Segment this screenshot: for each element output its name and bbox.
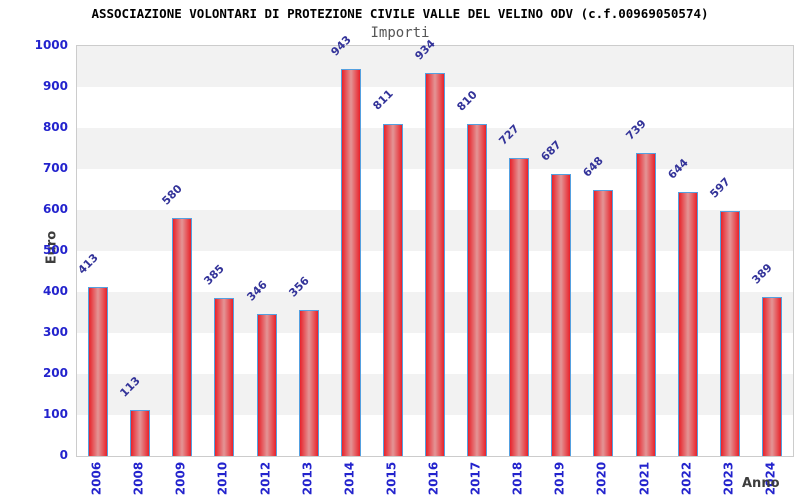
bar-2012 (256, 314, 277, 456)
x-tick-label-2021: 2021 (637, 461, 652, 496)
x-tick-label-2012: 2012 (258, 461, 273, 496)
x-tick-label-2010: 2010 (215, 461, 230, 496)
x-tick-label-2022: 2022 (679, 461, 694, 496)
y-tick-label: 1000 (34, 38, 68, 52)
y-tick-label: 400 (42, 284, 68, 298)
bar-2019 (551, 174, 572, 456)
bar-2014 (340, 69, 361, 456)
x-tick-label-2020: 2020 (594, 461, 609, 496)
y-tick-label: 300 (42, 325, 68, 339)
bar-2016 (425, 73, 445, 456)
bar-2021 (635, 153, 656, 456)
y-tick-label: 0 (59, 448, 68, 462)
bar-2013 (298, 310, 319, 456)
x-tick-label-2023: 2023 (721, 461, 736, 496)
bar-2018 (509, 157, 530, 456)
x-tick-label-2018: 2018 (510, 461, 525, 496)
x-tick-label-2006: 2006 (89, 461, 104, 496)
bar-2023 (719, 211, 740, 456)
x-tick-label-2009: 2009 (173, 461, 188, 496)
y-tick-label: 700 (42, 161, 68, 175)
x-tick-label-2015: 2015 (384, 461, 399, 496)
bar-2017 (467, 123, 488, 456)
bar-2008 (130, 409, 151, 456)
y-tick-label: 200 (42, 366, 68, 380)
bar-2006 (88, 286, 109, 456)
x-tick-label-2013: 2013 (300, 461, 315, 496)
bar-2024 (761, 296, 782, 456)
y-tick-label: 900 (42, 79, 68, 93)
x-tick-label-2019: 2019 (552, 461, 567, 496)
x-tick-label-2016: 2016 (426, 461, 441, 496)
y-tick-label: 100 (42, 407, 68, 421)
chart-title: ASSOCIAZIONE VOLONTARI DI PROTEZIONE CIV… (91, 6, 709, 21)
bar-2015 (382, 123, 403, 456)
plot-area (76, 45, 794, 457)
x-axis-title: Anno (742, 476, 780, 491)
y-tick-label: 600 (42, 202, 68, 216)
chart-subtitle: Importi (370, 25, 430, 41)
x-tick-label-2014: 2014 (342, 461, 357, 496)
y-tick-label: 800 (42, 120, 68, 134)
bar-2009 (172, 218, 193, 456)
x-tick-label-2008: 2008 (131, 461, 146, 496)
x-tick-label-2017: 2017 (468, 461, 483, 496)
y-tick-label: 500 (42, 243, 68, 257)
bar-2022 (677, 191, 698, 456)
bar-2010 (214, 298, 235, 456)
bar-2020 (593, 190, 614, 456)
